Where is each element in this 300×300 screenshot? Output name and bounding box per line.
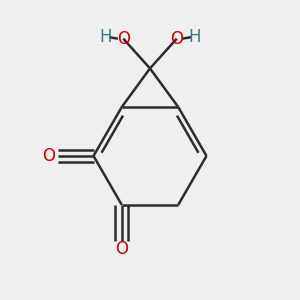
- Text: H: H: [99, 28, 112, 46]
- Text: O: O: [170, 30, 183, 48]
- Text: H: H: [188, 28, 201, 46]
- Text: O: O: [115, 240, 128, 258]
- Text: O: O: [42, 147, 56, 165]
- Text: O: O: [117, 30, 130, 48]
